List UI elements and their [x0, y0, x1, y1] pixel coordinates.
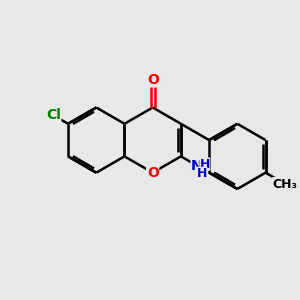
Text: O: O — [147, 166, 159, 180]
Text: H: H — [197, 167, 207, 180]
Text: CH₃: CH₃ — [273, 178, 298, 190]
Text: N: N — [191, 159, 203, 172]
Text: H: H — [200, 158, 210, 171]
Text: O: O — [147, 73, 159, 87]
Text: Cl: Cl — [46, 108, 61, 122]
